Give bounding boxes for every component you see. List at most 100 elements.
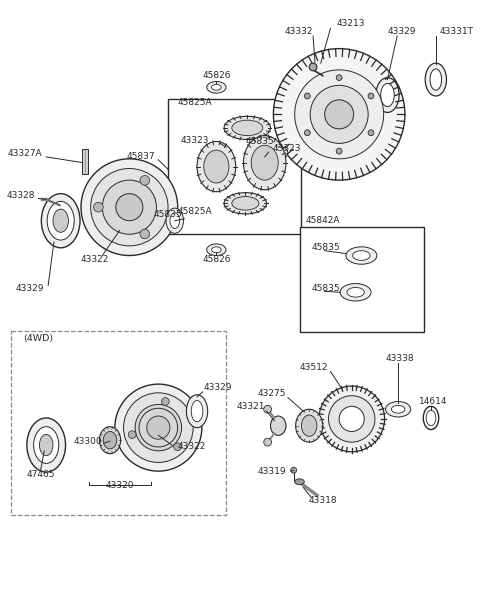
Ellipse shape [430,69,442,90]
Ellipse shape [346,247,377,264]
Ellipse shape [339,406,364,431]
Ellipse shape [264,406,272,413]
Text: 45835: 45835 [154,211,182,220]
Text: 43327A: 43327A [8,149,42,158]
Ellipse shape [368,130,374,136]
Ellipse shape [128,431,136,439]
Ellipse shape [295,479,304,485]
Ellipse shape [140,229,150,239]
Ellipse shape [296,409,323,442]
Ellipse shape [207,244,226,256]
Text: 43322: 43322 [178,442,206,451]
Text: 45835: 45835 [246,137,275,146]
Ellipse shape [232,120,263,136]
Text: 43329: 43329 [388,27,416,36]
Ellipse shape [99,427,120,454]
Text: 43319: 43319 [257,467,286,476]
Ellipse shape [191,401,203,422]
Ellipse shape [264,438,272,446]
Text: 43321: 43321 [236,402,264,411]
Ellipse shape [197,142,236,192]
Ellipse shape [271,416,286,436]
Text: 47465: 47465 [27,470,55,479]
Ellipse shape [212,247,221,253]
Ellipse shape [232,197,259,210]
Ellipse shape [94,202,103,212]
Text: 43332: 43332 [285,27,313,36]
Text: 45826: 45826 [202,71,230,80]
Ellipse shape [27,418,66,472]
Ellipse shape [81,159,178,256]
Ellipse shape [251,145,278,180]
Text: (4WD): (4WD) [23,334,53,343]
Text: 43329: 43329 [204,383,232,392]
Ellipse shape [135,404,181,451]
Text: 43323: 43323 [180,136,209,145]
Text: 43512: 43512 [300,363,328,372]
Ellipse shape [391,406,405,413]
Text: 14614: 14614 [419,397,447,406]
Ellipse shape [368,93,374,99]
Ellipse shape [186,395,208,428]
Ellipse shape [147,416,170,439]
Ellipse shape [301,415,317,436]
Bar [300,227,424,332]
Ellipse shape [328,396,375,442]
Ellipse shape [274,49,405,180]
Ellipse shape [291,467,297,473]
Ellipse shape [340,284,371,301]
Ellipse shape [103,431,117,449]
Ellipse shape [336,75,342,80]
Ellipse shape [347,287,364,297]
Text: 45835: 45835 [311,284,340,293]
Ellipse shape [116,194,143,221]
Ellipse shape [123,393,193,463]
Ellipse shape [224,116,271,140]
Bar [168,99,301,234]
Text: 43331T: 43331T [440,27,474,36]
Ellipse shape [47,202,74,240]
Ellipse shape [385,401,411,417]
Bar [82,149,88,175]
Ellipse shape [166,208,183,233]
Ellipse shape [140,176,150,185]
Ellipse shape [261,145,288,161]
Text: 43318: 43318 [309,496,337,505]
Ellipse shape [102,180,156,234]
Ellipse shape [204,150,229,183]
Ellipse shape [295,70,384,159]
Ellipse shape [353,251,370,260]
Text: 45842A: 45842A [305,216,340,225]
Text: 45835: 45835 [311,243,340,252]
Ellipse shape [161,398,169,406]
Text: 43300: 43300 [73,437,102,446]
Ellipse shape [243,136,286,190]
Text: 45825A: 45825A [178,206,212,215]
Ellipse shape [310,85,368,143]
Text: 43213: 43213 [336,19,365,28]
Ellipse shape [336,148,342,154]
Ellipse shape [224,193,267,214]
Ellipse shape [174,443,181,451]
Text: 43322: 43322 [80,255,109,264]
Ellipse shape [91,169,168,246]
Ellipse shape [115,384,202,471]
Ellipse shape [309,63,317,71]
Ellipse shape [304,93,310,99]
Ellipse shape [34,427,59,463]
Text: 45825A: 45825A [178,98,212,107]
Ellipse shape [212,85,221,90]
Text: 43328: 43328 [6,191,35,200]
Ellipse shape [53,209,69,232]
Text: 43275: 43275 [257,389,286,398]
Ellipse shape [376,77,399,112]
Ellipse shape [319,386,384,452]
Ellipse shape [267,149,282,157]
Text: 45837: 45837 [127,152,156,161]
Bar [12,331,226,515]
Ellipse shape [207,82,226,93]
Ellipse shape [170,213,180,229]
Text: 43338: 43338 [386,353,414,362]
Text: 45826: 45826 [202,255,230,264]
Ellipse shape [324,100,354,129]
